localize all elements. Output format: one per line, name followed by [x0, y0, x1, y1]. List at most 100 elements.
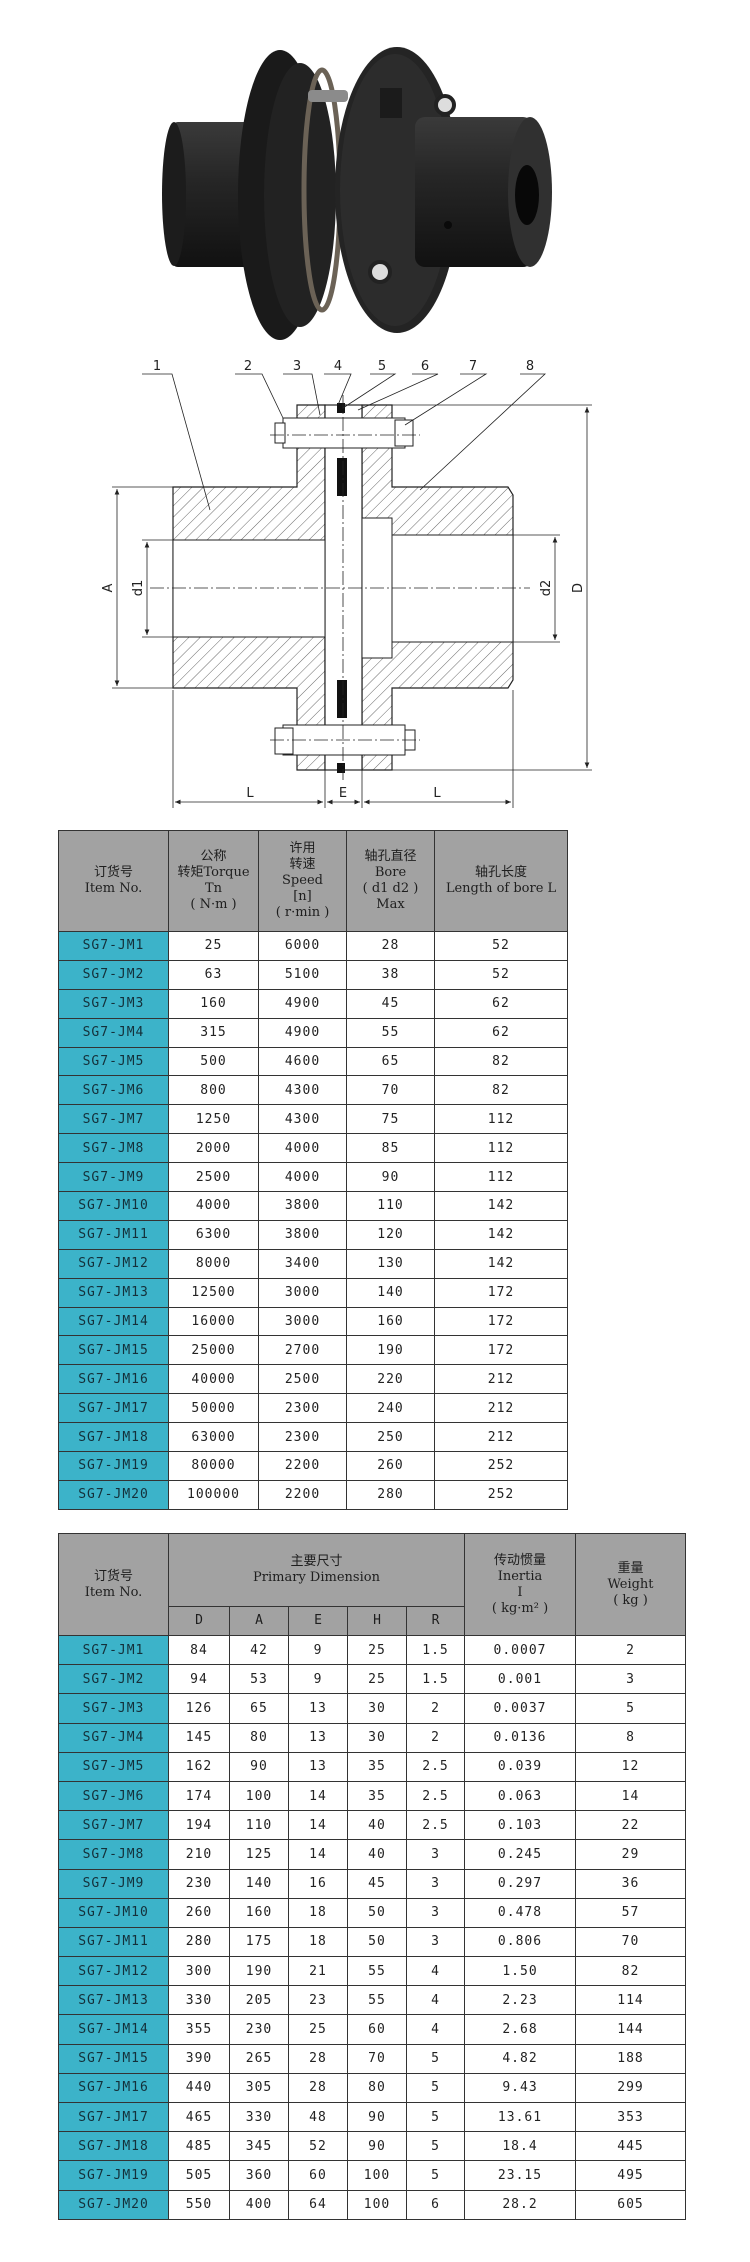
part-number-2: 2	[244, 359, 252, 374]
table-cell: 300	[168, 1956, 230, 1987]
table-cell: 9	[288, 1664, 348, 1695]
table-row: SG7-JM11 280 175 18 50 3 0.806 70	[58, 1926, 686, 1958]
table-cell: 25000	[168, 1335, 259, 1366]
header-primary-dimension: 主要尺寸 Primary Dimension	[168, 1533, 465, 1607]
table-cell: 90	[347, 2131, 407, 2162]
table-cell: 70	[575, 1926, 686, 1958]
table-cell: 212	[434, 1393, 568, 1424]
table-cell: 400	[229, 2189, 289, 2220]
item-number-cell: SG7-JM4	[58, 1017, 169, 1048]
table-cell: 174	[168, 1780, 230, 1812]
table-cell: 2700	[258, 1335, 347, 1366]
item-number-cell: SG7-JM16	[58, 1364, 169, 1395]
table-cell: 0.039	[464, 1751, 576, 1782]
table-cell: 16000	[168, 1306, 259, 1337]
table-cell: 142	[434, 1219, 568, 1250]
table-cell: 90	[346, 1162, 435, 1193]
item-number-cell: SG7-JM2	[58, 1664, 169, 1695]
table-cell: 38	[346, 959, 435, 990]
table-row: SG7-JM3 126 65 13 30 2 0.0037 5	[58, 1693, 686, 1724]
table-row: SG7-JM10 4000 3800 110 142	[58, 1191, 568, 1221]
part-number-1: 1	[153, 359, 161, 374]
table-cell: 205	[229, 1985, 289, 2016]
table-row: SG7-JM1 25 6000 28 52	[58, 931, 568, 961]
item-number-cell: SG7-JM6	[58, 1780, 169, 1812]
dim-label-D: D	[571, 583, 586, 593]
item-number-cell: SG7-JM3	[58, 988, 169, 1019]
table-cell: 5	[406, 2043, 465, 2074]
item-number-cell: SG7-JM4	[58, 1722, 169, 1753]
table-cell: 2200	[258, 1451, 347, 1481]
item-number-cell: SG7-JM10	[58, 1897, 169, 1928]
table-cell: 345	[229, 2131, 289, 2162]
coupling-section-drawing: 1 2 3 4 5 6 7 8 A d1 d2 D L E L	[101, 359, 592, 808]
table-cell: 299	[575, 2072, 686, 2104]
table-cell: 252	[434, 1479, 568, 1510]
table-cell: 3000	[258, 1277, 347, 1308]
header-torque: 公称 转矩Torque Tn( N·m )	[168, 830, 259, 932]
table-cell: 5	[406, 2101, 465, 2133]
header-D: D	[168, 1606, 230, 1636]
table-cell: 3	[406, 1897, 465, 1928]
table-cell: 190	[346, 1335, 435, 1366]
table-cell: 18	[288, 1897, 348, 1928]
table-cell: 0.245	[464, 1839, 576, 1870]
table-cell: 2300	[258, 1422, 347, 1453]
table-cell: 3	[406, 1926, 465, 1958]
table-header-row: 订货号 Item No. 主要尺寸 Primary Dimension 传动惯量 In…	[58, 1533, 686, 1636]
table-row: SG7-JM4 145 80 13 30 2 0.0136 8	[58, 1722, 686, 1753]
table-cell: 440	[168, 2072, 230, 2104]
table-cell: 12500	[168, 1277, 259, 1308]
item-number-cell: SG7-JM5	[58, 1751, 169, 1782]
table-cell: 14	[288, 1780, 348, 1812]
table-cell: 65	[346, 1046, 435, 1077]
table-cell: 140	[346, 1277, 435, 1308]
table-cell: 28	[288, 2072, 348, 2104]
item-number-cell: SG7-JM15	[58, 1335, 169, 1366]
table-cell: 25	[168, 931, 259, 961]
item-number-cell: SG7-JM14	[58, 2014, 169, 2045]
item-number-cell: SG7-JM14	[58, 1306, 169, 1337]
table-cell: 2500	[258, 1364, 347, 1395]
item-number-cell: SG7-JM6	[58, 1075, 169, 1106]
table-cell: 50000	[168, 1393, 259, 1424]
table-row: SG7-JM10 260 160 18 50 3 0.478 57	[58, 1897, 686, 1928]
item-number-cell: SG7-JM13	[58, 1985, 169, 2016]
table-row: SG7-JM7 194 110 14 40 2.5 0.103 22	[58, 1810, 686, 1841]
table-cell: 114	[575, 1985, 686, 2016]
table-cell: 280	[168, 1926, 230, 1958]
table-cell: 25	[347, 1634, 407, 1666]
table-cell: 2	[406, 1693, 465, 1724]
table-cell: 40	[347, 1810, 407, 1841]
item-number-cell: SG7-JM3	[58, 1693, 169, 1724]
table-row: SG7-JM7 1250 4300 75 112	[58, 1104, 568, 1135]
table-cell: 94	[168, 1664, 230, 1695]
table-cell: 25	[347, 1664, 407, 1695]
part-number-4: 4	[334, 359, 342, 374]
header-bore: 轴孔直径 Bore( d1 d2 ) Max	[346, 830, 435, 932]
dim-label-A: A	[101, 583, 116, 592]
table-cell: 90	[229, 1751, 289, 1782]
table-row: SG7-JM15 25000 2700 190 172	[58, 1335, 568, 1366]
item-number-cell: SG7-JM9	[58, 1162, 169, 1193]
table-cell: 800	[168, 1075, 259, 1106]
table-cell: 0.297	[464, 1868, 576, 1899]
table-cell: 360	[229, 2160, 289, 2191]
table-cell: 0.0007	[464, 1634, 576, 1666]
header-inertia: 传动惯量 Inertia I( kg·m² )	[464, 1533, 576, 1636]
table-cell: 305	[229, 2072, 289, 2104]
table-cell: 112	[434, 1133, 568, 1164]
table-cell: 112	[434, 1104, 568, 1135]
item-number-cell: SG7-JM20	[58, 1479, 169, 1510]
table-cell: 63000	[168, 1422, 259, 1453]
item-number-cell: SG7-JM2	[58, 959, 169, 990]
table-cell: 4300	[258, 1075, 347, 1106]
table-cell: 140	[229, 1868, 289, 1899]
table-cell: 4	[406, 1956, 465, 1987]
table-cell: 60	[347, 2014, 407, 2045]
table-cell: 82	[575, 1956, 686, 1987]
table-cell: 188	[575, 2043, 686, 2074]
item-number-cell: SG7-JM7	[58, 1810, 169, 1841]
table-cell: 212	[434, 1422, 568, 1453]
table-cell: 5100	[258, 959, 347, 990]
